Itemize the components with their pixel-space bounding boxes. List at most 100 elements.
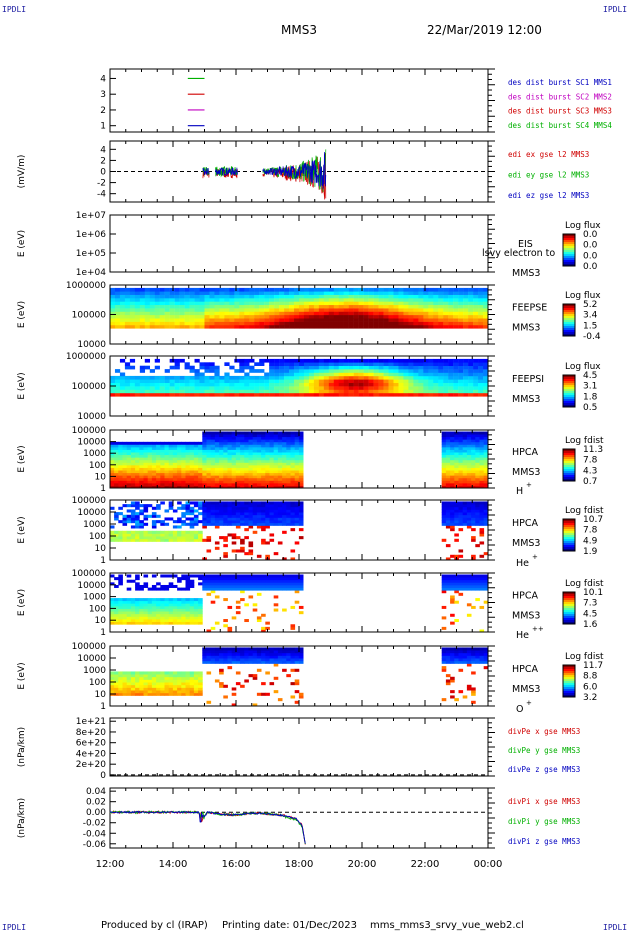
spectrogram-cell <box>478 311 484 316</box>
spectrogram-cell <box>418 324 424 329</box>
spectrogram-cell <box>122 520 128 524</box>
spectrogram-cell <box>210 464 216 468</box>
spectrogram-cell <box>223 658 228 662</box>
spectrogram-cell <box>368 358 374 363</box>
spectrogram-cell <box>181 464 186 468</box>
spectrogram-cell <box>479 464 485 468</box>
spectrogram-cell <box>126 682 132 686</box>
spectrogram-cell <box>177 446 182 450</box>
spectrogram-cell <box>462 579 468 583</box>
spectrogram-cell <box>462 501 468 505</box>
spectrogram-cell <box>388 294 394 299</box>
spectrogram-cell <box>240 517 245 521</box>
spectrogram-cell <box>328 389 335 394</box>
spectrogram-cell <box>273 608 279 612</box>
spectrogram-cell <box>468 318 474 322</box>
spectrogram-cell <box>135 536 140 540</box>
spectrogram-cell <box>160 611 165 615</box>
spectrogram-cell <box>204 314 210 319</box>
spectrogram-cell <box>223 470 228 474</box>
spectrogram-cell <box>240 522 245 526</box>
spectrogram-cell <box>189 464 195 468</box>
spectrogram-cell <box>143 441 149 445</box>
spectrogram-cell <box>169 392 175 397</box>
spectrogram-cell <box>483 467 489 471</box>
spectrogram-cell <box>164 533 170 537</box>
spectrogram-cell <box>214 501 220 505</box>
spectrogram-cell <box>130 621 136 625</box>
spectrogram-cell <box>284 301 290 306</box>
spectrogram-cell <box>269 501 275 505</box>
spectrogram-cell <box>189 298 195 302</box>
spectrogram-cell <box>348 369 354 373</box>
spectrogram-cell <box>143 459 149 463</box>
instrument-label: FEEPSI <box>512 374 544 385</box>
spectrogram-cell <box>189 582 195 586</box>
spectrogram-cell <box>458 454 464 458</box>
spectrogram-cell <box>298 582 304 586</box>
spectrogram-cell <box>458 304 464 309</box>
spectrogram-cell <box>433 375 439 380</box>
spectrogram-cell <box>438 318 444 322</box>
spectrogram-cell <box>358 324 364 329</box>
instrument-label: FEEPSE <box>512 303 547 314</box>
colorbar-step <box>563 306 575 309</box>
spectrogram-cell <box>177 679 182 683</box>
spectrogram-cell <box>256 512 262 516</box>
spectrogram-cell <box>134 392 141 397</box>
spectrogram-cell <box>185 603 191 607</box>
spectrogram-cell <box>471 517 476 521</box>
spectrogram-cell <box>433 365 439 370</box>
spectrogram-cell <box>198 520 203 524</box>
spectrogram-cell <box>277 431 283 435</box>
spectrogram-cell <box>294 577 300 581</box>
spectrogram-cell <box>338 365 344 370</box>
spectrogram-cell <box>234 318 240 322</box>
spectrogram-cell <box>172 464 178 468</box>
spectrogram-cell <box>261 464 266 468</box>
spectrogram-cell <box>303 291 310 295</box>
spectrogram-cell <box>114 386 121 390</box>
spectrogram-cell <box>202 477 207 481</box>
spectrogram-cell <box>289 311 295 316</box>
spectrogram-cell <box>119 386 126 390</box>
spectrogram-cell <box>261 434 266 438</box>
spectrogram-cell <box>284 369 290 373</box>
colorbar-step <box>563 477 575 480</box>
spectrogram-cell <box>144 298 151 302</box>
spectrogram-cell <box>248 517 254 521</box>
spectrogram-cell <box>249 369 255 373</box>
spectrogram-cell <box>184 318 190 322</box>
spectrogram-cell <box>164 616 170 620</box>
spectrogram-cell <box>463 287 469 292</box>
spectrogram-cell <box>249 375 255 380</box>
spectrogram-cell <box>118 480 123 484</box>
spectrogram-cell <box>466 480 472 484</box>
spectrogram-cell <box>169 375 175 380</box>
spectrogram-cell <box>348 382 354 387</box>
spectrogram-cell <box>240 482 245 486</box>
spectrogram-cell <box>441 538 447 542</box>
spectrogram-cell <box>244 392 250 397</box>
spectrogram-cell <box>198 467 203 471</box>
spectrogram-cell <box>219 379 225 383</box>
spectrogram-cell <box>483 358 489 363</box>
spectrogram-cell <box>219 324 225 329</box>
spectrogram-cell <box>418 386 424 390</box>
spectrogram-cell <box>252 603 258 607</box>
spectrogram-cell <box>438 321 444 326</box>
spectrogram-cell <box>471 528 476 532</box>
spectrogram-cell <box>441 436 447 440</box>
spectrogram-cell <box>290 517 296 521</box>
spectrogram-cell <box>231 457 237 461</box>
spectrogram-cell <box>193 470 199 474</box>
y-tick-label: 1000000 <box>66 281 106 291</box>
spectrogram-cell <box>164 584 170 588</box>
spectrogram-cell <box>458 449 464 453</box>
spectrogram-cell <box>159 318 165 322</box>
spectrogram-cell <box>256 525 262 529</box>
spectrogram-cell <box>206 671 212 675</box>
spectrogram-cell <box>256 436 262 440</box>
spectrogram-cell <box>130 687 136 691</box>
spectrogram-cell <box>206 592 212 596</box>
